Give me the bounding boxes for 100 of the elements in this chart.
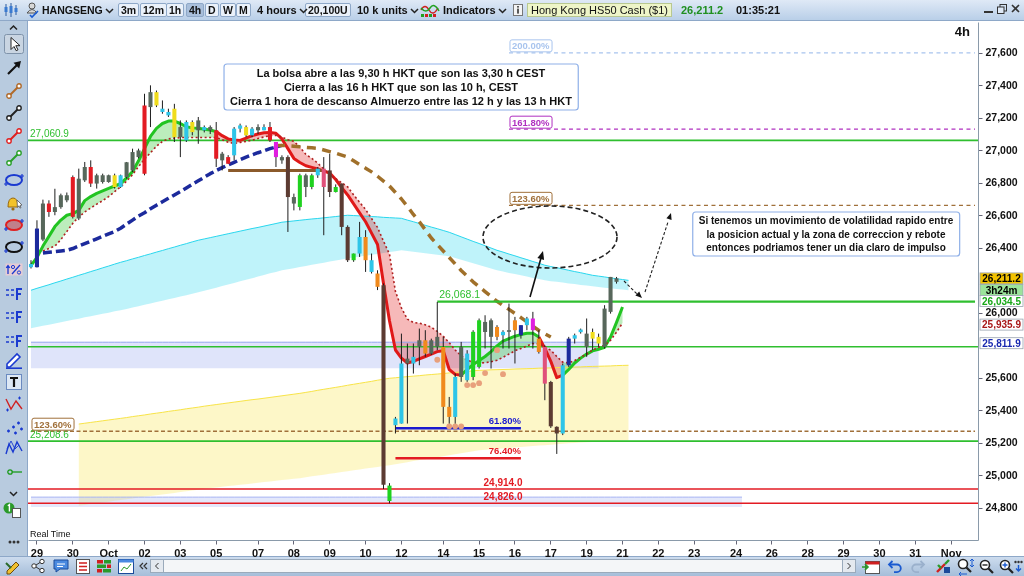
- y-tick-label: 25,400: [985, 403, 1018, 416]
- text: 3m: [118, 3, 140, 17]
- x-tick-label: 31: [909, 546, 922, 559]
- candlestick: [291, 193, 296, 211]
- y-tick-label: 25,000: [985, 468, 1018, 481]
- candlestick: [46, 199, 51, 218]
- candlestick: [261, 123, 267, 131]
- point: [500, 371, 506, 378]
- y-tick-label: 27,600: [985, 46, 1018, 59]
- point: [476, 380, 483, 387]
- y-tick-label: 27,400: [985, 78, 1018, 91]
- candlestick: [363, 229, 368, 273]
- x-tick-label: 19: [580, 546, 593, 559]
- candlestick: [130, 148, 135, 173]
- text: 10 k units: [357, 3, 408, 17]
- text: W: [220, 3, 236, 17]
- candlestick: [423, 329, 428, 358]
- x-tick-label: 05: [210, 546, 223, 559]
- y-tick-label: 26,000: [985, 306, 1018, 319]
- candlestick: [256, 123, 261, 135]
- text: 01:35:21: [736, 3, 781, 17]
- point: [434, 356, 441, 363]
- line-series: [41, 143, 284, 255]
- ref-line-label: 25,208.6: [30, 429, 70, 441]
- y-tick-label: 27,200: [985, 111, 1018, 124]
- text: Indicators: [443, 3, 496, 17]
- x-tick-label: 22: [652, 546, 665, 559]
- text: 12m: [140, 3, 168, 17]
- x-tick-label: 15: [472, 546, 486, 559]
- y-tick-label: 26,600: [985, 208, 1018, 221]
- x-tick-label: 30: [873, 546, 886, 559]
- candlestick: [82, 161, 87, 183]
- text: 4 hours: [257, 3, 297, 17]
- x-tick-label: 14: [437, 546, 451, 559]
- y-tick-label: 25,200: [985, 436, 1018, 449]
- candlestick: [303, 173, 308, 198]
- ref-line-label: 27,060.9: [30, 128, 70, 140]
- text: D: [205, 3, 219, 17]
- candlestick: [435, 301, 440, 351]
- line-series: [30, 214, 629, 291]
- y-tick-label: 26,400: [985, 241, 1018, 254]
- candlestick: [536, 329, 541, 355]
- line-series: [78, 364, 629, 425]
- ref-line-label: 24,826.0: [483, 491, 523, 503]
- candlestick: [584, 318, 589, 358]
- x-tick-label: 30: [66, 546, 79, 559]
- point: [482, 370, 488, 376]
- annotation: Si tenemos un movimiento de volatilidad rapido entre la posicion actual y la zona de correccion y rebote entonces podriamos tener un dia claro de impulso: [698, 215, 954, 253]
- x-tick-label: Nov: [940, 546, 963, 559]
- y-tick-label: 27,000: [985, 143, 1018, 156]
- candlestick: [506, 303, 512, 350]
- point: [446, 423, 453, 430]
- x-tick-label: 28: [801, 546, 814, 559]
- x-tick-label: 02: [138, 546, 151, 559]
- candlestick: [327, 153, 332, 198]
- point: [494, 347, 500, 354]
- point: [470, 382, 477, 388]
- text: Hong Kong HS50 Cash ($1): [527, 3, 672, 17]
- x-tick-label: 24: [729, 546, 744, 559]
- x-tick-label: 12: [395, 546, 408, 559]
- ref-line-label: 24,914.0: [483, 477, 523, 489]
- y-tick-label: 24,800: [985, 501, 1018, 514]
- candlestick: [489, 318, 494, 370]
- candlestick: [279, 154, 284, 165]
- text: 1h: [166, 3, 185, 17]
- text: 3h24m: [985, 284, 1018, 296]
- x-tick-label: 23: [688, 546, 701, 559]
- x-tick-label: 16: [508, 546, 522, 559]
- x-tick-label: Oct: [99, 546, 119, 559]
- x-tick-label: 10: [359, 546, 372, 559]
- candlestick: [148, 84, 153, 128]
- candlestick: [321, 156, 326, 236]
- x-tick-label: 07: [251, 546, 265, 559]
- x-tick-label: 21: [616, 546, 629, 559]
- annotation: Real Time: [30, 529, 71, 539]
- series-label: 26,068.1: [439, 287, 481, 300]
- text: 4h: [186, 3, 205, 17]
- point: [458, 423, 465, 430]
- candlestick: [417, 328, 422, 366]
- candlestick: [178, 119, 183, 158]
- point: [452, 423, 459, 430]
- x-tick-label: 17: [544, 546, 557, 559]
- text: M: [236, 3, 251, 17]
- candlestick: [483, 314, 488, 350]
- annotation: La bolsa abre a las 9,30 h HKT que son las 3,30 h CEST Cierra a las 16 h HKT que son las 10 h, CEST Cierra 1 hora de descanso Almuerzo entre las 12 h y las 13 h HKT: [230, 67, 573, 107]
- candlestick: [369, 253, 374, 275]
- text: 26,211.2: [681, 3, 724, 17]
- series-label: 76.40%: [488, 445, 522, 457]
- chart-title: HANGSENG: [42, 3, 103, 17]
- candlestick: [530, 311, 535, 350]
- candlestick: [375, 269, 380, 291]
- x-tick-label: 09: [323, 546, 336, 559]
- candlestick: [387, 482, 392, 504]
- candlestick: [357, 221, 362, 258]
- candlestick: [590, 328, 595, 351]
- candlestick: [196, 116, 201, 145]
- x-tick-label: 29: [30, 546, 44, 559]
- candlestick: [512, 316, 517, 364]
- candlestick: [88, 159, 93, 188]
- y-tick-label: 25,600: [985, 371, 1018, 384]
